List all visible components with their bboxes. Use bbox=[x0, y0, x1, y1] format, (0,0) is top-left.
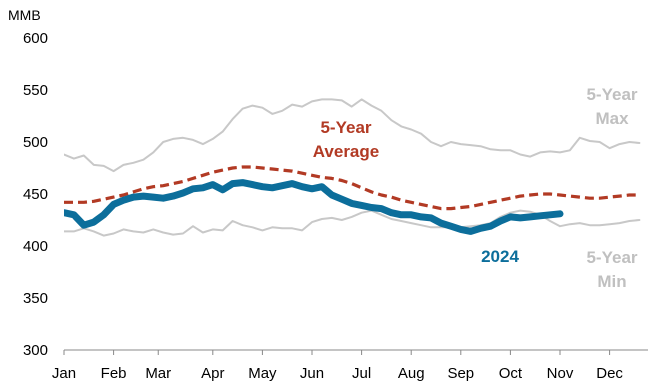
series-labels: 5-Year Max 5-Year Min 5-Year Average 2024 bbox=[313, 85, 638, 291]
x-tick-label: Nov bbox=[547, 365, 574, 382]
x-tick-label: Mar bbox=[145, 365, 171, 382]
x-tick-label: Aug bbox=[398, 365, 425, 382]
series-label-5-year-max: Max bbox=[595, 109, 629, 128]
series-label-5-year-min: Min bbox=[597, 272, 626, 291]
x-tick-label: Jan bbox=[52, 365, 76, 382]
x-tick-label: Jun bbox=[300, 365, 324, 382]
series-label-5-year-average: 5-Year bbox=[320, 118, 371, 137]
y-tick-label: 500 bbox=[23, 134, 48, 151]
y-tick-label: 300 bbox=[23, 342, 48, 359]
x-tick-label: Sep bbox=[447, 365, 474, 382]
series-label-5-year-average: Average bbox=[313, 142, 379, 161]
series-line-5-year-average bbox=[64, 165, 640, 211]
x-tick-label: Feb bbox=[101, 365, 127, 382]
x-tick-label: Oct bbox=[499, 365, 523, 382]
chart-axes: MMB 300 350 400 450 500 550 600 Jan Feb Mar Apr May J… bbox=[8, 7, 648, 382]
y-tick-label: 550 bbox=[23, 82, 48, 99]
series-line-5-year-max bbox=[64, 98, 641, 173]
x-tick-label: May bbox=[248, 365, 277, 382]
series-label-2024: 2024 bbox=[481, 247, 519, 266]
y-tick-label: 350 bbox=[23, 290, 48, 307]
series-label-5-year-max: 5-Year bbox=[586, 85, 637, 104]
x-tick-label: Apr bbox=[201, 365, 224, 382]
series-layer bbox=[64, 98, 641, 237]
series-label-5-year-min: 5-Year bbox=[586, 248, 637, 267]
series-line-2024 bbox=[64, 179, 564, 235]
y-tick-label: 450 bbox=[23, 186, 48, 203]
x-tick-label: Jul bbox=[352, 365, 371, 382]
x-tick-label: Dec bbox=[596, 365, 623, 382]
y-tick-label: 400 bbox=[23, 238, 48, 255]
y-axis-unit: MMB bbox=[8, 7, 41, 23]
y-tick-label: 600 bbox=[23, 30, 48, 47]
